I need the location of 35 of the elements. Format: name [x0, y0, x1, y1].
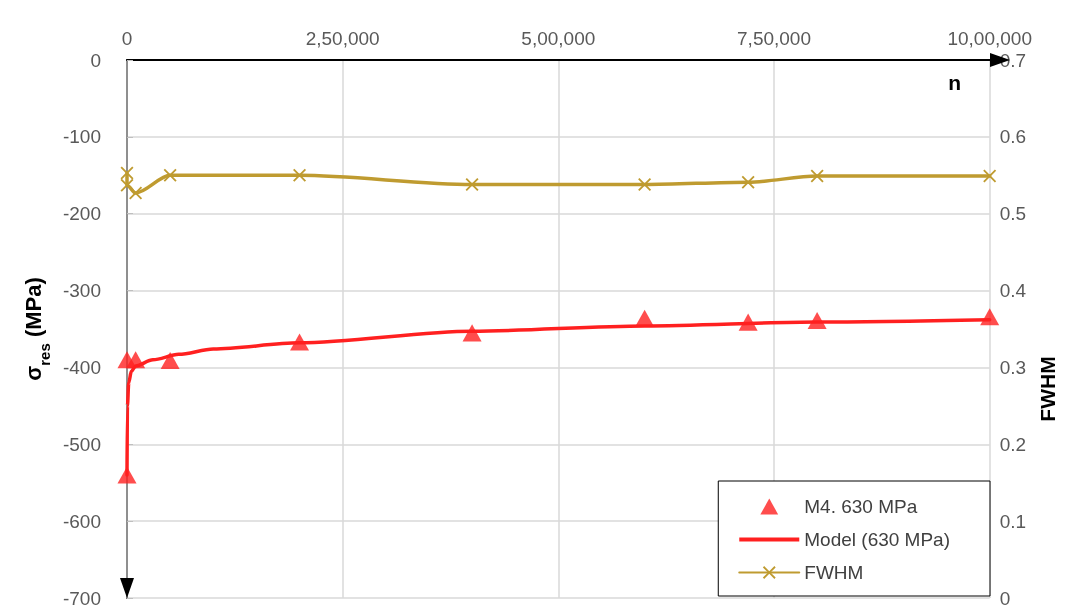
y-tick-label: -400	[62, 356, 101, 378]
point	[807, 312, 827, 330]
x-tick-label: 2,50,000	[305, 28, 380, 49]
x-tick-label: 5,00,000	[521, 28, 596, 49]
y2-tick-label: 0.3	[999, 356, 1027, 378]
y-tick-label: -500	[62, 433, 101, 455]
point	[290, 333, 310, 351]
y2-tick-label: 0	[999, 587, 1011, 609]
y-tick-label: -300	[62, 280, 101, 302]
x-tick-label: 10,00,000	[947, 28, 1032, 49]
y2-tick-label: 0.1	[999, 510, 1027, 532]
y2-tick-label: 0.2	[999, 433, 1027, 455]
y-axis-title: σres (MPa)	[20, 277, 54, 381]
y-tick-label: -200	[62, 203, 101, 225]
point	[462, 324, 482, 342]
point	[738, 313, 758, 331]
y2-axis-title: FWHM	[1036, 356, 1059, 422]
x-tick-label: 7,50,000	[737, 28, 811, 49]
x-tick-label: 0	[121, 28, 133, 49]
point	[117, 466, 137, 484]
y-tick-label: 0	[90, 49, 101, 71]
y-tick-label: -600	[62, 510, 101, 532]
y2-tick-label: 0.6	[999, 126, 1027, 148]
point	[160, 351, 180, 370]
point	[126, 351, 146, 369]
y2-tick-label: 0.4	[999, 280, 1027, 302]
legend-label: M4. 630 MPa	[804, 496, 918, 517]
y-tick-label: -100	[62, 126, 101, 148]
y2-tick-label: 0.5	[999, 203, 1027, 225]
x-axis-title: n	[948, 71, 962, 94]
y-tick-label: -700	[62, 587, 101, 609]
legend-label: FWHM	[804, 562, 864, 583]
point	[635, 309, 655, 327]
point	[980, 308, 1000, 326]
legend-label: Model (630 MPa)	[804, 529, 951, 550]
